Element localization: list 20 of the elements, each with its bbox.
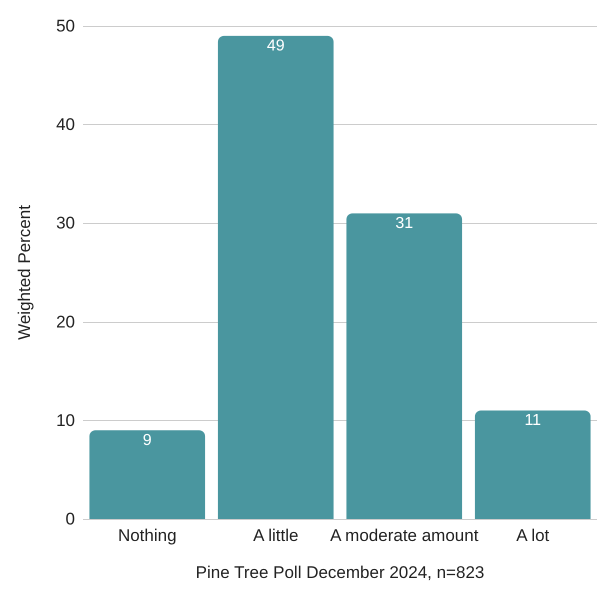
- y-tick-label: 50: [56, 16, 75, 36]
- bar: [474, 410, 591, 519]
- x-tick-label: Nothing: [118, 526, 177, 545]
- x-tick-label: A moderate amount: [330, 526, 479, 545]
- bar: [346, 213, 462, 519]
- x-tick-label: A lot: [516, 526, 550, 545]
- y-tick-label: 30: [56, 214, 75, 233]
- x-axis-title: Pine Tree Poll December 2024, n=823: [196, 563, 484, 582]
- data-label: 9: [142, 432, 152, 449]
- y-tick-label: 40: [56, 115, 75, 134]
- data-label: 11: [524, 412, 542, 430]
- y-tick-label: 0: [66, 510, 75, 528]
- data-label: 31: [395, 214, 414, 232]
- y-tick-label: 20: [56, 312, 75, 332]
- y-axis-title: Weighted Percent: [15, 204, 34, 340]
- x-tick-label: A little: [253, 526, 298, 545]
- y-tick-label: 10: [56, 410, 75, 430]
- bar: [218, 36, 334, 519]
- data-label: 49: [266, 37, 285, 54]
- bar: [89, 430, 206, 519]
